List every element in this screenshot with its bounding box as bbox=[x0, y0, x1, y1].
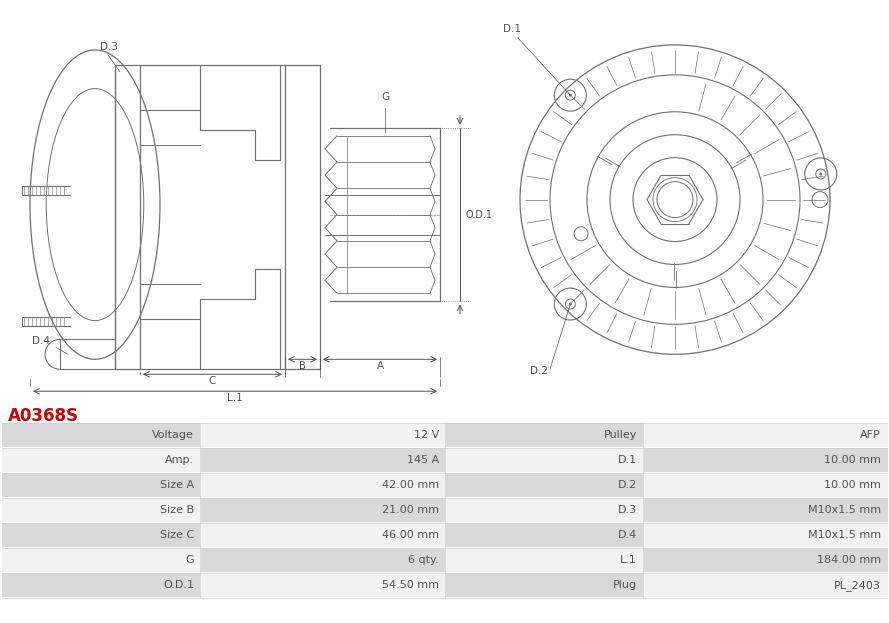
Text: O.D.1: O.D.1 bbox=[163, 581, 194, 591]
Bar bbox=[445, 573, 643, 597]
Bar bbox=[644, 498, 887, 523]
Text: A0368S: A0368S bbox=[8, 407, 79, 425]
Bar bbox=[201, 473, 444, 497]
Text: Size C: Size C bbox=[160, 530, 194, 540]
Bar bbox=[2, 573, 200, 597]
Bar bbox=[201, 498, 444, 523]
Text: D.1: D.1 bbox=[503, 24, 521, 34]
Bar bbox=[2, 498, 200, 523]
Text: Pulley: Pulley bbox=[604, 430, 637, 440]
Text: D.1: D.1 bbox=[618, 455, 637, 465]
Bar bbox=[644, 548, 887, 573]
Text: G: G bbox=[381, 92, 389, 102]
Text: M10x1.5 mm: M10x1.5 mm bbox=[808, 505, 881, 515]
Bar bbox=[2, 449, 200, 472]
Bar bbox=[201, 449, 444, 472]
Text: Size A: Size A bbox=[160, 480, 194, 490]
Bar bbox=[2, 473, 200, 497]
Circle shape bbox=[569, 303, 572, 305]
Bar bbox=[644, 473, 887, 497]
Text: A: A bbox=[376, 361, 383, 371]
Text: O.D.1: O.D.1 bbox=[465, 209, 492, 219]
Text: D.3: D.3 bbox=[100, 42, 118, 52]
Text: D.4: D.4 bbox=[32, 336, 50, 346]
Text: Plug: Plug bbox=[613, 581, 637, 591]
Bar bbox=[445, 498, 643, 523]
Text: 10.00 mm: 10.00 mm bbox=[824, 455, 881, 465]
Bar bbox=[445, 473, 643, 497]
Bar bbox=[2, 424, 200, 447]
Text: 46.00 mm: 46.00 mm bbox=[382, 530, 439, 540]
Bar bbox=[201, 573, 444, 597]
Text: 21.00 mm: 21.00 mm bbox=[382, 505, 439, 515]
Text: L.1: L.1 bbox=[227, 393, 243, 403]
Bar bbox=[201, 548, 444, 573]
Text: D.2: D.2 bbox=[530, 366, 548, 376]
Bar bbox=[445, 449, 643, 472]
Text: 145 A: 145 A bbox=[407, 455, 439, 465]
Text: 54.50 mm: 54.50 mm bbox=[382, 581, 439, 591]
Text: 184.00 mm: 184.00 mm bbox=[817, 556, 881, 566]
Text: 10.00 mm: 10.00 mm bbox=[824, 480, 881, 490]
Circle shape bbox=[569, 93, 572, 97]
Bar bbox=[445, 523, 643, 548]
Text: D.2: D.2 bbox=[618, 480, 637, 490]
Text: 6 qty.: 6 qty. bbox=[408, 556, 439, 566]
Text: C: C bbox=[209, 376, 216, 386]
Bar bbox=[644, 449, 887, 472]
Circle shape bbox=[820, 173, 822, 176]
Text: L.1: L.1 bbox=[621, 556, 637, 566]
Text: Voltage: Voltage bbox=[152, 430, 194, 440]
Bar bbox=[445, 424, 643, 447]
Text: Size B: Size B bbox=[160, 505, 194, 515]
Text: M10x1.5 mm: M10x1.5 mm bbox=[808, 530, 881, 540]
Bar bbox=[644, 573, 887, 597]
Text: 42.00 mm: 42.00 mm bbox=[382, 480, 439, 490]
Bar bbox=[2, 523, 200, 548]
Bar bbox=[201, 424, 444, 447]
Bar bbox=[445, 548, 643, 573]
Text: D.3: D.3 bbox=[618, 505, 637, 515]
Bar bbox=[644, 424, 887, 447]
Bar bbox=[644, 523, 887, 548]
Text: Amp.: Amp. bbox=[164, 455, 194, 465]
Text: PL_2403: PL_2403 bbox=[834, 580, 881, 591]
Bar bbox=[201, 523, 444, 548]
Text: B: B bbox=[299, 361, 306, 371]
Text: G: G bbox=[186, 556, 194, 566]
Bar bbox=[2, 548, 200, 573]
Text: AFP: AFP bbox=[861, 430, 881, 440]
Text: 12 V: 12 V bbox=[413, 430, 439, 440]
Text: D.4: D.4 bbox=[618, 530, 637, 540]
